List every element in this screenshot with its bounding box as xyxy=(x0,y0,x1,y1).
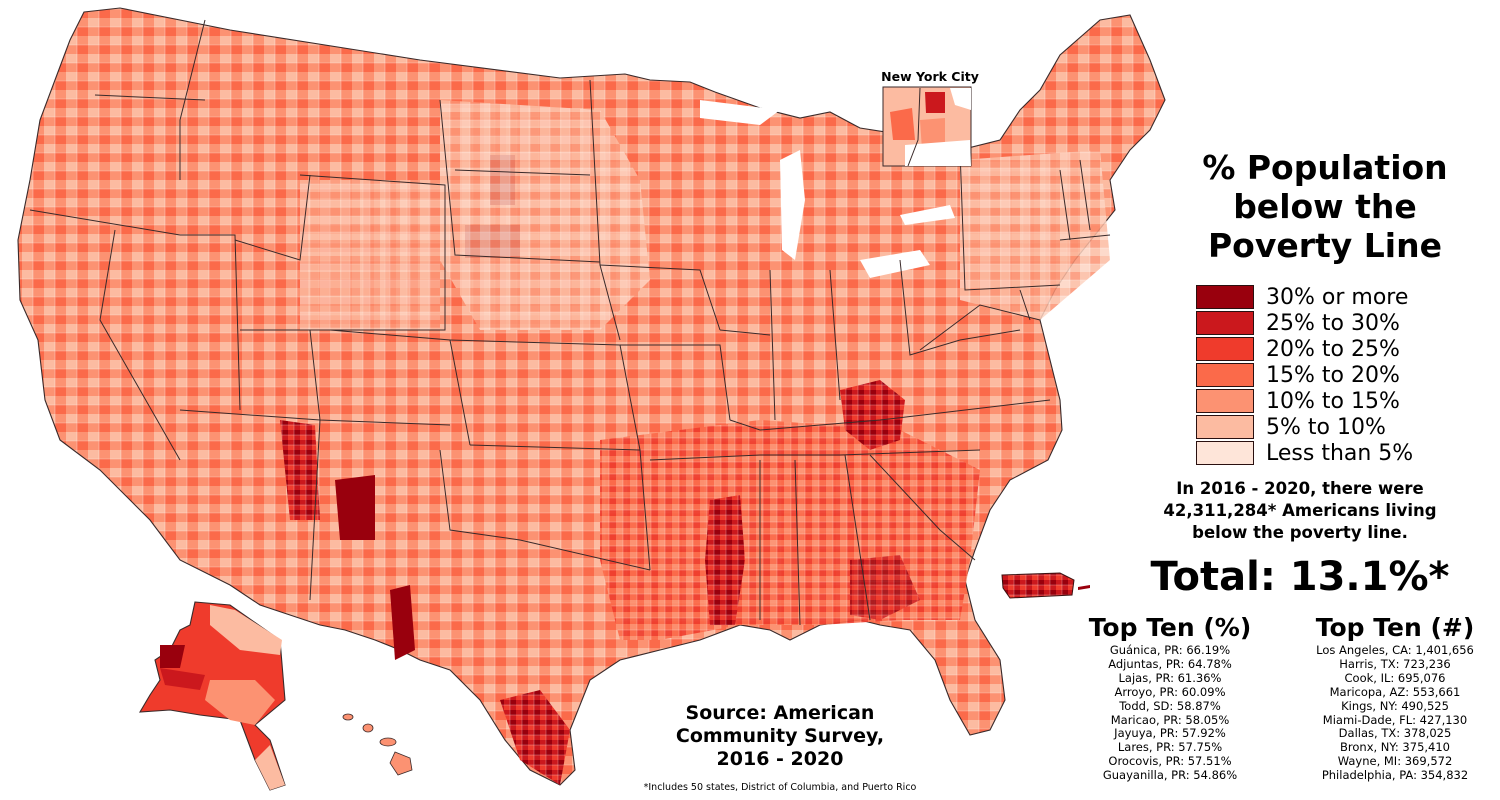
puerto-rico xyxy=(1001,572,1090,599)
legend-item: Less than 5% xyxy=(1196,441,1413,467)
legend-swatch xyxy=(1196,389,1254,414)
legend-item: 15% to 20% xyxy=(1196,363,1413,389)
top-ten-entry: Bronx, NY: 375,410 xyxy=(1340,740,1450,755)
legend-label: Less than 5% xyxy=(1266,441,1414,466)
legend-item: 20% to 25% xyxy=(1196,337,1413,363)
top-ten-entry: Lares, PR: 57.75% xyxy=(1117,740,1223,755)
top-ten-entry: Miami-Dade, FL: 427,130 xyxy=(1322,712,1468,727)
legend-swatch xyxy=(1196,441,1254,466)
source-line-3: 2016 - 2020 xyxy=(716,748,844,770)
legend-swatch xyxy=(1196,311,1254,336)
legend-label: 10% to 15% xyxy=(1266,389,1400,414)
legend-label: 15% to 20% xyxy=(1266,363,1400,388)
top-ten-entry: Guayanilla, PR: 54.86% xyxy=(1102,768,1238,783)
top-ten-entry: Arroyo, PR: 60.09% xyxy=(1114,684,1226,699)
top-ten-percent-list: Guánica, PR: 66.19% Adjuntas, PR: 64.78% L… xyxy=(1055,643,1285,783)
legend-swatch xyxy=(1196,285,1254,310)
map-title: % Population below the Poverty Line xyxy=(1170,148,1480,265)
top-ten-entry: Philadelphia, PA: 354,832 xyxy=(1321,768,1469,783)
top-ten-entry: Guánica, PR: 66.19% xyxy=(1109,643,1231,657)
hawaii xyxy=(342,713,413,776)
title-line-1: % Population xyxy=(1202,148,1448,187)
top-ten-number-heading: Top Ten (#) xyxy=(1315,613,1475,642)
top-ten-entry: Harris, TX: 723,236 xyxy=(1339,656,1451,671)
top-ten-entry: Dallas, TX: 378,025 xyxy=(1338,726,1452,741)
legend-swatch xyxy=(1196,363,1254,388)
legend-item: 10% to 15% xyxy=(1196,389,1413,415)
footnote: *Includes 50 states, District of Columbi… xyxy=(643,782,917,793)
top-ten-entry: Jayuya, PR: 57.92% xyxy=(1114,726,1226,741)
legend-label: 5% to 10% xyxy=(1266,415,1386,440)
legend-item: 30% or more xyxy=(1196,285,1413,311)
legend-swatch xyxy=(1196,415,1254,440)
top-ten-entry: Maricopa, AZ: 553,661 xyxy=(1329,684,1461,699)
title-line-3: Poverty Line xyxy=(1207,226,1442,265)
source-credit: Source: American Community Survey, 2016 … xyxy=(620,702,940,771)
legend: 30% or more 25% to 30% 20% to 25% 15% to 20… xyxy=(1196,285,1413,467)
legend-label: 30% or more xyxy=(1266,285,1409,310)
source-line-2: Community Survey, xyxy=(675,725,885,747)
summary-text: In 2016 - 2020, there were 42,311,284* A… xyxy=(1120,478,1480,544)
summary-line-3: below the poverty line. xyxy=(1192,523,1408,542)
state-borders xyxy=(29,19,1111,626)
top-ten-entry: Todd, SD: 58.87% xyxy=(1119,698,1221,713)
top-ten-entry: Orocovis, PR: 57.51% xyxy=(1108,754,1232,769)
top-ten-entry: Kings, NY: 490,525 xyxy=(1341,698,1449,713)
top-ten-entry: Adjuntas, PR: 64.78% xyxy=(1108,656,1232,671)
legend-label: 20% to 25% xyxy=(1266,337,1400,362)
source-line-1: Source: American xyxy=(685,702,875,724)
top-ten-entry: Los Angeles, CA: 1,401,656 xyxy=(1316,643,1474,657)
top-ten-entry: Wayne, MI: 369,572 xyxy=(1337,754,1453,769)
title-line-2: below the xyxy=(1233,187,1417,226)
summary-line-2: 42,311,284* Americans living xyxy=(1163,501,1437,520)
legend-swatch xyxy=(1196,337,1254,362)
nyc-inset xyxy=(882,86,972,167)
legend-item: 5% to 10% xyxy=(1196,415,1413,441)
contiguous-us xyxy=(17,7,1166,786)
summary-line-1: In 2016 - 2020, there were xyxy=(1176,479,1424,498)
top-ten-percent-heading: Top Ten (%) xyxy=(1088,613,1252,642)
top-ten-entry: Maricao, PR: 58.05% xyxy=(1110,712,1230,727)
top-ten-entry: Lajas, PR: 61.36% xyxy=(1118,670,1222,685)
nyc-inset-label: New York City xyxy=(881,69,979,84)
top-ten-entry: Cook, IL: 695,076 xyxy=(1344,670,1446,685)
legend-label: 25% to 30% xyxy=(1266,311,1400,336)
alaska xyxy=(138,601,286,791)
top-ten-number-list: Los Angeles, CA: 1,401,656 Harris, TX: 72… xyxy=(1280,643,1500,783)
legend-item: 25% to 30% xyxy=(1196,311,1413,337)
top-ten-percent: Top Ten (%) Guánica, PR: 66.19% Adjuntas,… xyxy=(1055,612,1285,783)
top-ten-number: Top Ten (#) Los Angeles, CA: 1,401,656 Ha… xyxy=(1280,612,1500,783)
total-rate: Total: 13.1%* xyxy=(1150,554,1450,600)
